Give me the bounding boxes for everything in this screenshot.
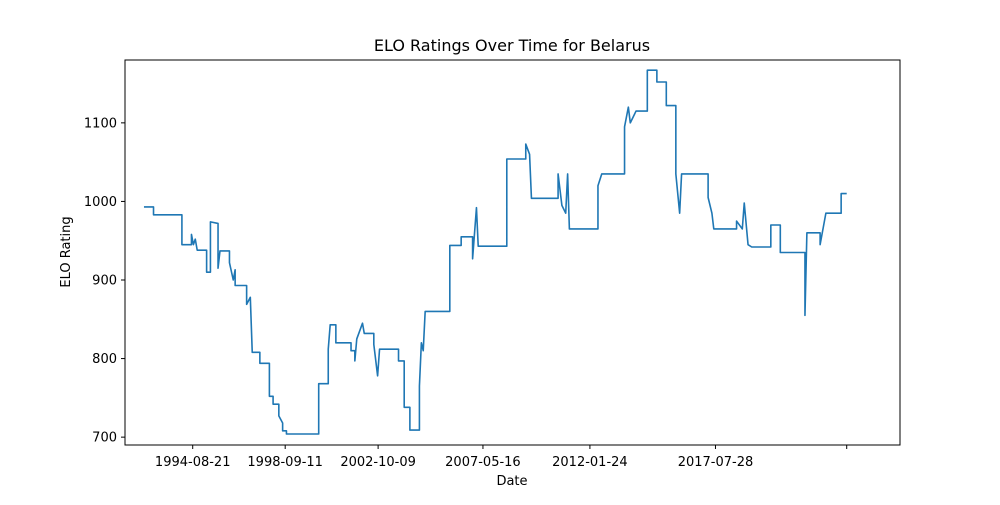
y-axis-label: ELO Rating xyxy=(59,216,74,287)
x-tick-label: 1994-08-21 xyxy=(155,455,231,470)
x-axis-label: Date xyxy=(496,474,527,489)
y-tick-label: 1000 xyxy=(84,195,117,210)
x-tick-label: 1998-09-11 xyxy=(247,455,323,470)
x-tick-label: 2007-05-16 xyxy=(445,455,521,470)
x-tick-label: 2017-07-28 xyxy=(678,455,754,470)
y-tick-label: 900 xyxy=(92,274,117,289)
y-tick-label: 800 xyxy=(92,352,117,367)
x-tick-label: 2002-10-09 xyxy=(340,455,416,470)
x-axis: 1994-08-21 1998-09-11 2002-10-09 2007-05-16… xyxy=(155,445,848,470)
chart-title: ELO Ratings Over Time for Belarus xyxy=(374,36,650,55)
y-tick-label: 700 xyxy=(92,431,117,446)
plot-area xyxy=(143,69,847,435)
y-axis: 700 800 900 1000 1100 xyxy=(84,116,125,446)
series-line-0 xyxy=(143,69,847,435)
axes-frame xyxy=(124,59,901,446)
x-tick-label: 2012-01-24 xyxy=(552,455,628,470)
y-tick-label: 1100 xyxy=(84,116,117,131)
